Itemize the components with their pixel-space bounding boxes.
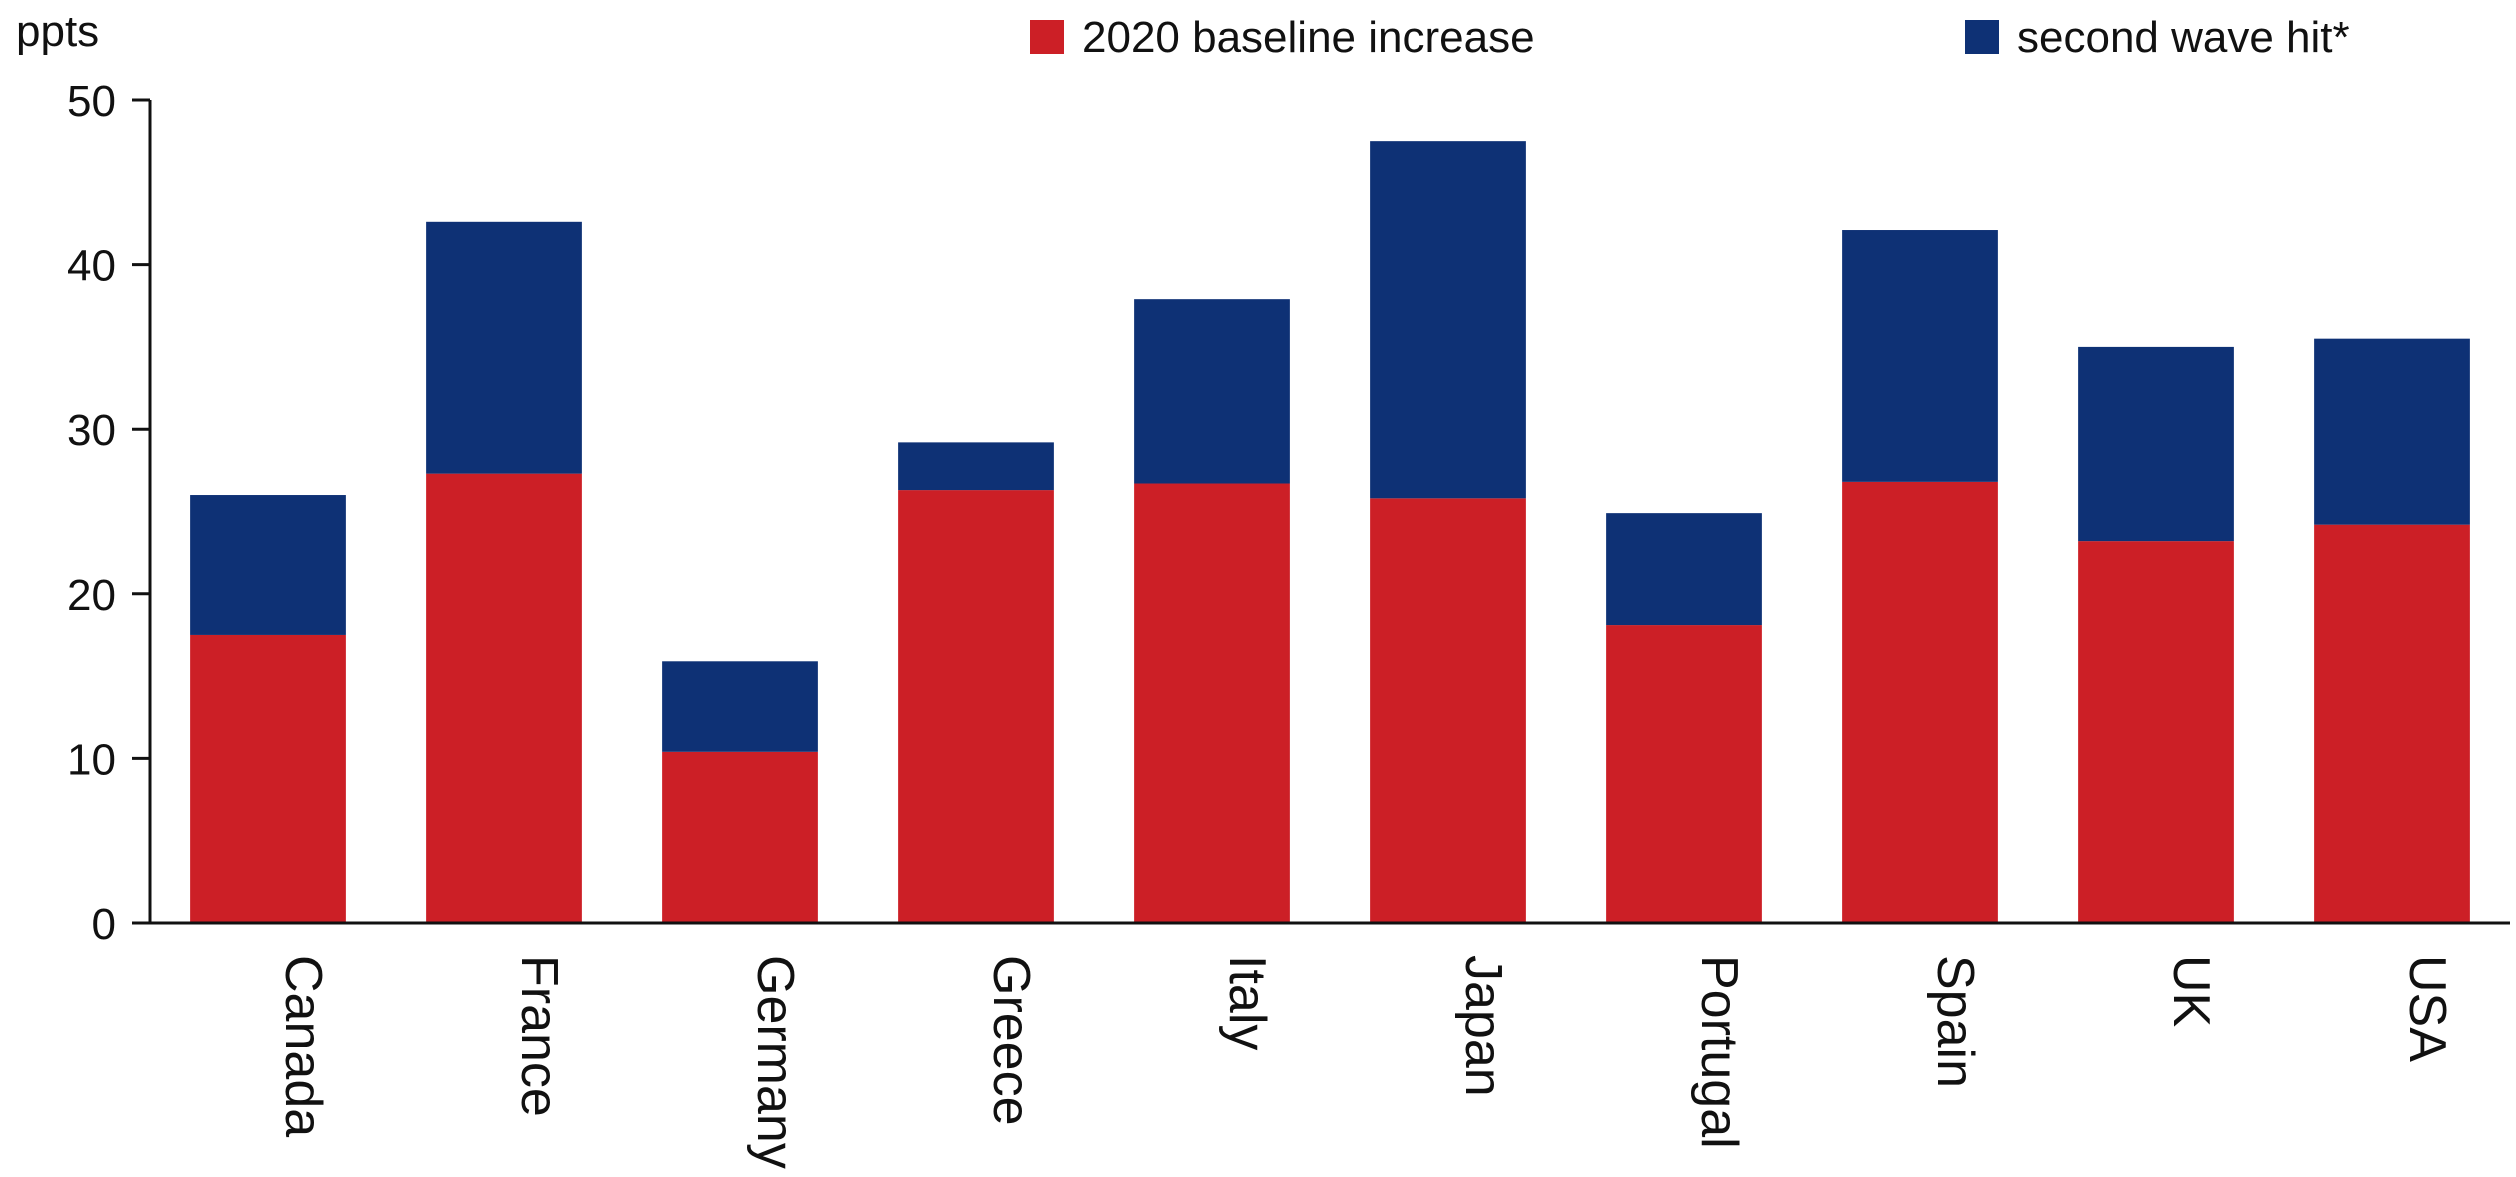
legend: 2020 baseline increase second wave hit* <box>1030 13 2350 62</box>
x-tick-label: Spain <box>1926 955 1984 1088</box>
x-tick-label: Portugal <box>1690 955 1748 1149</box>
y-axis-ticks: 0 10 20 30 40 50 <box>67 77 150 949</box>
bar-spain-baseline <box>1842 481 1998 923</box>
y-tick-label: 50 <box>67 77 116 126</box>
legend-label: 2020 baseline increase <box>1082 13 1535 62</box>
axes <box>148 100 2510 925</box>
bar-germany-second-wave <box>662 661 818 752</box>
bar-canada-second-wave <box>190 495 346 635</box>
bar-greece-second-wave <box>898 442 1054 491</box>
y-tick-label: 10 <box>67 735 116 784</box>
bar-greece-baseline <box>898 490 1054 923</box>
bar-italy-second-wave <box>1134 299 1290 484</box>
y-unit-label: ppts <box>16 7 99 56</box>
bar-usa-second-wave <box>2314 338 2470 525</box>
legend-label: second wave hit* <box>2017 13 2350 62</box>
bar-uk-second-wave <box>2078 346 2234 542</box>
x-axis-labels: Canada France Germany Greece Italy Japan Portu… <box>274 955 2456 1169</box>
x-tick-label: Greece <box>982 955 1040 1126</box>
x-tick-label: Japan <box>1454 955 1512 1097</box>
bar-france-baseline <box>426 473 582 923</box>
bar-japan-second-wave <box>1370 141 1526 499</box>
bar-portugal-second-wave <box>1606 513 1762 626</box>
bar-germany-baseline <box>662 751 818 923</box>
bar-canada-baseline <box>190 634 346 923</box>
x-tick-label: France <box>510 955 568 1117</box>
legend-swatch <box>1030 20 1064 54</box>
bar-usa-baseline <box>2314 524 2470 923</box>
y-tick-label: 30 <box>67 406 116 455</box>
legend-swatch <box>1965 20 1999 54</box>
bar-italy-baseline <box>1134 483 1290 923</box>
x-tick-label: UK <box>2162 955 2220 1028</box>
y-tick-label: 40 <box>67 242 116 291</box>
x-tick-label: Germany <box>746 955 804 1169</box>
bar-portugal-baseline <box>1606 625 1762 923</box>
bar-uk-baseline <box>2078 541 2234 923</box>
bar-japan-baseline <box>1370 498 1526 923</box>
y-tick-label: 20 <box>67 571 116 620</box>
bar-spain-second-wave <box>1842 230 1998 482</box>
bar-france-second-wave <box>426 221 582 474</box>
y-tick-label: 0 <box>92 900 116 949</box>
bars <box>190 141 2470 923</box>
x-tick-label: USA <box>2398 955 2456 1062</box>
x-tick-label: Canada <box>274 955 332 1137</box>
x-tick-label: Italy <box>1218 955 1276 1050</box>
